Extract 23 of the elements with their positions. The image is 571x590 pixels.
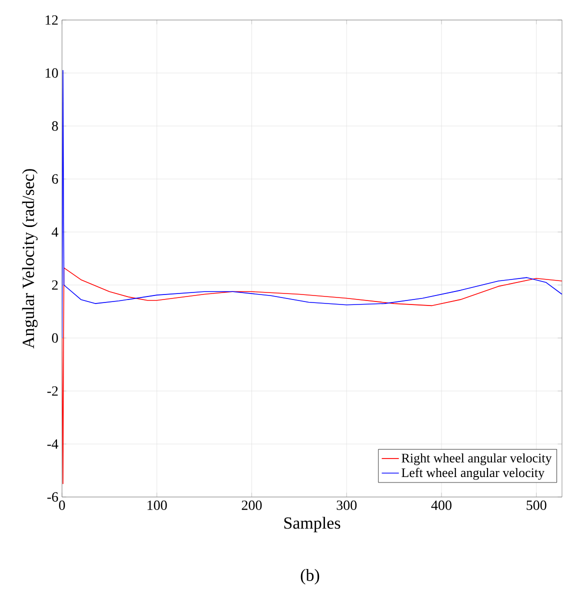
y-tick-label: 8	[52, 121, 58, 131]
y-tick-label: 10	[46, 68, 58, 78]
y-tick-label: -2	[47, 386, 58, 396]
y-tick-label: -4	[47, 439, 58, 449]
y-tick-label: 0	[52, 333, 58, 343]
x-tick-label: 500	[526, 500, 546, 510]
x-tick-label: 200	[242, 500, 262, 510]
y-axis-title: Angular Velocity (rad/sec)	[22, 169, 38, 348]
line-series	[62, 267, 562, 484]
y-tick-label: -6	[47, 492, 58, 502]
y-tick-label: 6	[52, 174, 58, 184]
line-series	[62, 70, 562, 338]
x-tick-label: 100	[148, 500, 167, 510]
legend-label: Right wheel angular velocity	[402, 453, 552, 466]
x-tick-label: 400	[431, 500, 452, 510]
y-tick-label: 12	[46, 15, 58, 25]
x-axis-title: Samples	[284, 516, 340, 532]
legend-label: Left wheel angular velocity	[402, 468, 545, 480]
y-tick-label: 2	[52, 280, 58, 290]
x-tick-label: 300	[336, 500, 357, 510]
y-tick-label: 4	[52, 227, 58, 237]
text: (b)	[300, 569, 320, 584]
x-tick-label: 0	[59, 500, 65, 510]
